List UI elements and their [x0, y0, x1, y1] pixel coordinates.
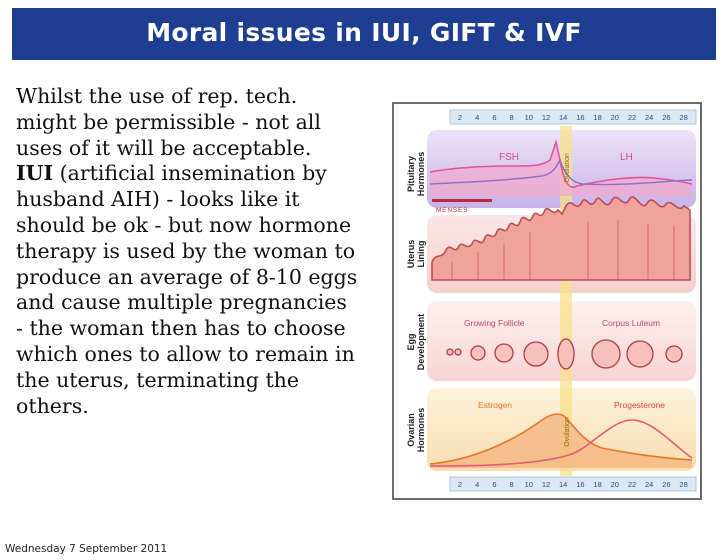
body-line-rest: (artificial insemination by: [59, 161, 327, 186]
slide-title: Moral issues in IUI, GIFT & IVF: [146, 18, 582, 47]
egg-stage: [454, 348, 462, 356]
lh-label: LH: [620, 152, 633, 163]
uterus-label-1: Uterus: [406, 240, 416, 269]
body-line: which ones to allow to remain in: [16, 341, 355, 366]
menses-bar: [432, 199, 492, 202]
day-tick-label: 4: [475, 113, 479, 122]
day-tick-label: 22: [628, 113, 636, 122]
day-ruler-top: 2 4 6 8 10 12 14 16 18 20 22 24 26 28: [449, 109, 697, 125]
body-line: and cause multiple pregnancies: [16, 290, 347, 315]
ovarian-label-1: Ovarian: [406, 413, 416, 447]
corpus-luteum-stage: [626, 340, 654, 368]
body-line: might be permissible - not all: [16, 109, 321, 134]
ovarian-label-2: Hormones: [416, 408, 426, 453]
day-tick-label: 22: [628, 480, 636, 489]
fsh-label: FSH: [499, 152, 519, 163]
day-tick-label: 12: [542, 480, 550, 489]
day-tick-label: 28: [679, 480, 687, 489]
uterus-label-2: Lining: [416, 241, 426, 268]
egg-stage: [470, 345, 486, 361]
day-tick-label: 16: [576, 480, 584, 489]
growing-follicle-label: Growing Follicle: [464, 318, 525, 328]
body-line: IUI (artificial insemination by: [16, 161, 388, 187]
day-tick-label: 6: [492, 113, 496, 122]
day-tick-label: 20: [611, 113, 619, 122]
day-tick-label: 18: [593, 113, 601, 122]
estrogen-area: [430, 414, 692, 468]
day-ruler-bottom: 2 4 6 8 10 12 14 16 18 20 22 24 26 28: [449, 476, 697, 492]
day-tick-label: 2: [458, 480, 462, 489]
egg-label-1: Egg: [406, 334, 416, 351]
body-text: Whilst the use of rep. tech. might be pe…: [16, 84, 388, 419]
menses-label: MENSES: [436, 207, 468, 214]
day-tick-label: 18: [593, 480, 601, 489]
body-line: husband AIH) - looks like it: [16, 187, 300, 212]
body-line: others.: [16, 393, 89, 418]
day-tick-label: 4: [475, 480, 479, 489]
day-tick-label: 16: [576, 113, 584, 122]
estrogen-curve: [429, 413, 693, 465]
day-tick-label: 2: [458, 113, 462, 122]
corpus-luteum-stage: [665, 345, 683, 363]
lh-curve: [429, 158, 693, 186]
day-tick-label: 26: [662, 113, 670, 122]
egg-stage: [494, 343, 514, 363]
egg-stage-ovulation: [557, 338, 575, 370]
body-line: therapy is used by the woman to: [16, 238, 356, 263]
day-tick-label: 8: [510, 480, 514, 489]
egg-stage: [446, 348, 454, 356]
menstrual-cycle-diagram: 2 4 6 8 10 12 14 16 18 20 22 24 26 28 FSH LH MENSES G…: [392, 102, 702, 500]
iui-bold-term: IUI: [16, 161, 54, 186]
ovulation-label-top: Ovulation: [564, 153, 571, 183]
day-tick-label: 10: [525, 113, 533, 122]
day-tick-label: 14: [559, 480, 567, 489]
title-bar: Moral issues in IUI, GIFT & IVF: [12, 8, 716, 60]
footer-date: Wednesday 7 September 2011: [5, 543, 168, 555]
progesterone-curve: [429, 419, 693, 467]
estrogen-label: Estrogen: [478, 400, 512, 410]
ovulation-label-bottom: Ovulation: [564, 417, 571, 447]
day-ticks-top: 2 4 6 8 10 12 14 16 18 20 22 24 26 28: [458, 113, 688, 122]
pituitary-hormone-curves: [429, 139, 693, 202]
day-tick-label: 8: [510, 113, 514, 122]
body-line: - the woman then has to choose: [16, 316, 346, 341]
progesterone-label: Progesterone: [614, 400, 665, 410]
egg-label-2: Development: [416, 314, 426, 371]
body-line: the uterus, terminating the: [16, 367, 300, 392]
egg-stage: [523, 341, 549, 367]
day-tick-label: 20: [611, 480, 619, 489]
day-tick-label: 14: [559, 113, 567, 122]
body-line: should be ok - but now hormone: [16, 212, 352, 237]
day-tick-label: 28: [679, 113, 687, 122]
fsh-curve: [429, 139, 693, 188]
body-line: Whilst the use of rep. tech.: [16, 84, 298, 108]
day-tick-label: 24: [645, 113, 653, 122]
corpus-luteum-stage: [591, 339, 621, 369]
corpus-luteum-label: Corpus Luteum: [602, 318, 660, 328]
day-ticks-bottom: 2 4 6 8 10 12 14 16 18 20 22 24 26 28: [458, 480, 688, 489]
body-line: uses of it will be acceptable.: [16, 135, 312, 160]
uterus-lining-shape: [431, 196, 691, 281]
day-tick-label: 10: [525, 480, 533, 489]
day-tick-label: 24: [645, 480, 653, 489]
pituitary-label-2: Hormones: [416, 152, 426, 197]
uterus-gland-lines: [451, 220, 675, 280]
pituitary-label-1: Pituitary: [406, 156, 416, 192]
day-tick-label: 26: [662, 480, 670, 489]
egg-stages: [446, 338, 683, 370]
day-tick-label: 6: [492, 480, 496, 489]
day-tick-label: 12: [542, 113, 550, 122]
body-line: produce an average of 8-10 eggs: [16, 264, 358, 289]
